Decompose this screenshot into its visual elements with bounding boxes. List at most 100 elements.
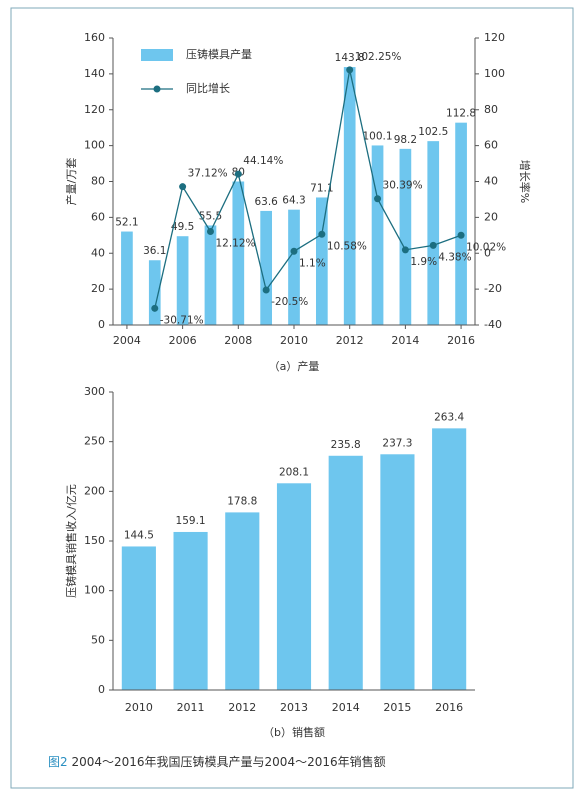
x-tick-label: 2010: [280, 334, 308, 347]
bar-label: 208.1: [279, 466, 309, 478]
bar-label: 98.2: [394, 134, 417, 146]
bar-label: 235.8: [331, 439, 361, 451]
bar-label: 55.5: [199, 210, 222, 222]
x-axis-label: （b）销售额: [263, 725, 325, 739]
line-point: [262, 286, 270, 294]
y2-tick-label: 20: [484, 210, 498, 223]
y-tick-label: 80: [91, 175, 105, 188]
bar: [225, 512, 260, 690]
bar-label: 237.3: [382, 437, 412, 449]
y2-axis-label: 增长率%: [518, 160, 532, 203]
y-tick-label: 100: [84, 139, 105, 152]
x-tick-label: 2013: [280, 701, 308, 714]
line-label: 37.12%: [188, 168, 228, 180]
x-tick-label: 2016: [435, 701, 463, 714]
y2-tick-label: -20: [484, 282, 502, 295]
y-tick-label: 300: [84, 385, 105, 398]
line-label: 44.14%: [243, 155, 283, 167]
bar-label: 144.5: [124, 529, 154, 541]
line-point: [457, 231, 465, 239]
y2-tick-label: 0: [484, 246, 491, 259]
bar-label: 263.4: [434, 411, 464, 423]
bar: [276, 483, 312, 690]
x-tick-label: 2004: [113, 334, 141, 347]
line-label: 10.58%: [327, 240, 367, 252]
line-point: [429, 241, 437, 249]
bar-label: 100.1: [363, 130, 393, 142]
y2-tick-label: 60: [484, 139, 498, 152]
line-point: [401, 246, 409, 254]
y-tick-label: 100: [84, 584, 105, 597]
legend-label: 同比增长: [186, 81, 230, 95]
line-point: [290, 247, 298, 255]
x-tick-label: 2012: [228, 701, 256, 714]
bar: [288, 209, 300, 325]
caption-text: 2004～2016年我国压铸模具产量与2004～2016年销售额: [68, 754, 386, 769]
line-point: [179, 183, 187, 191]
x-tick-label: 2016: [447, 334, 475, 347]
line-point: [234, 170, 242, 178]
bar-label: 52.1: [115, 217, 138, 229]
y-tick-label: 250: [84, 435, 105, 448]
figure-caption: 图2 2004～2016年我国压铸模具产量与2004～2016年销售额: [48, 754, 386, 769]
y-tick-label: 40: [91, 246, 105, 259]
line-point: [346, 66, 354, 74]
bar: [121, 231, 133, 325]
bar: [427, 141, 440, 325]
y2-tick-label: 40: [484, 175, 498, 188]
y-tick-label: 140: [84, 67, 105, 80]
bar: [232, 181, 245, 325]
y2-tick-label: 100: [484, 67, 505, 80]
x-tick-label: 2012: [336, 334, 364, 347]
bar-label: 112.8: [446, 108, 476, 120]
line-label: 4.38%: [438, 251, 471, 263]
line-label: 1.9%: [410, 256, 437, 268]
bar: [148, 260, 161, 325]
bar: [173, 531, 208, 690]
y-tick-label: 200: [84, 484, 105, 497]
frame: [10, 7, 574, 789]
bar: [204, 225, 217, 325]
line-point: [206, 228, 214, 236]
bar: [432, 428, 467, 690]
bar-label: 178.8: [227, 495, 257, 507]
bar: [315, 197, 328, 325]
y2-tick-label: -40: [484, 318, 502, 331]
bar-label: 102.5: [418, 126, 448, 138]
line-label: 102.25%: [355, 51, 402, 63]
line-point: [374, 195, 382, 203]
line-label: -30.71%: [160, 314, 204, 326]
x-tick-label: 2014: [332, 701, 360, 714]
line-label: 30.39%: [383, 180, 423, 192]
y-tick-label: 160: [84, 31, 105, 44]
line-label: 1.1%: [299, 257, 326, 269]
legend-swatch: [141, 49, 173, 61]
bar-label: 71.1: [310, 182, 333, 194]
y-axis-label: 产量/万套: [64, 158, 78, 206]
y2-tick-label: 80: [484, 103, 498, 116]
legend-marker: [153, 85, 161, 93]
y-axis-label: 压铸模具销售收入/亿元: [64, 484, 78, 598]
line-point: [151, 304, 159, 312]
x-tick-label: 2011: [177, 701, 205, 714]
caption-label: 图2: [48, 755, 68, 769]
bar: [371, 145, 384, 325]
x-tick-label: 2008: [224, 334, 252, 347]
bar-label: 159.1: [176, 515, 206, 527]
bar: [455, 122, 467, 325]
y-tick-label: 60: [91, 210, 105, 223]
bar-label: 64.3: [282, 195, 305, 207]
line-label: -20.5%: [271, 296, 308, 308]
bar-label: 63.6: [254, 196, 278, 208]
y-tick-label: 0: [98, 318, 105, 331]
bar-label: 49.5: [171, 221, 194, 233]
bar: [176, 236, 189, 325]
bar: [380, 454, 415, 690]
legend-label: 压铸模具产量: [186, 47, 252, 61]
line-point: [318, 230, 326, 238]
line-label: 12.12%: [215, 238, 255, 250]
y-tick-label: 120: [84, 103, 105, 116]
line-label: 10.02%: [466, 241, 506, 253]
y2-tick-label: 120: [484, 31, 505, 44]
x-axis-label: （a）产量: [269, 359, 320, 373]
